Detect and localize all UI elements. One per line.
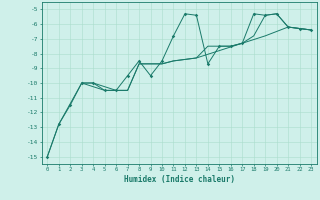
- X-axis label: Humidex (Indice chaleur): Humidex (Indice chaleur): [124, 175, 235, 184]
